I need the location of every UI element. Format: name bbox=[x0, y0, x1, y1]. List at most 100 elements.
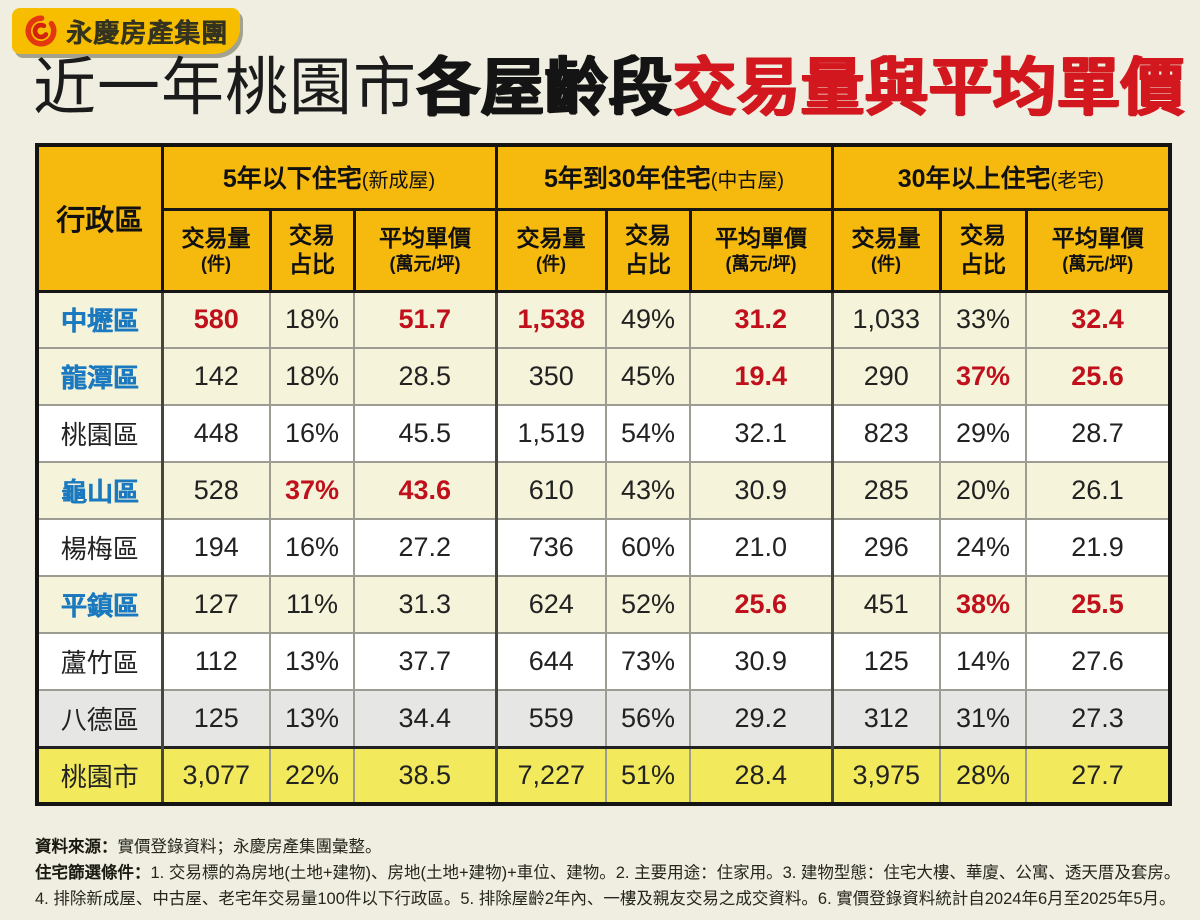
cell-value: 27.2 bbox=[352, 518, 498, 577]
district-name: 龜山區 bbox=[36, 461, 163, 520]
cell-value: 559 bbox=[494, 689, 608, 748]
header-group-over30: 30年以上住宅(老宅) bbox=[830, 143, 1172, 211]
cell-value: 1,538 bbox=[494, 290, 608, 349]
cell-value: 112 bbox=[160, 632, 271, 691]
header-volume: 交易量 (件) bbox=[494, 207, 608, 293]
cell-value: 60% bbox=[605, 518, 692, 577]
cell-value: 644 bbox=[494, 632, 608, 691]
table-row: 楊梅區 194 16% 27.2 736 60% 21.0 296 24% 21.9 bbox=[36, 518, 1172, 577]
cell-value: 45.5 bbox=[352, 404, 498, 463]
cell-value: 28.4 bbox=[689, 745, 834, 805]
cell-value: 194 bbox=[160, 518, 271, 577]
cell-value: 11% bbox=[269, 575, 355, 634]
title-part-plain: 近一年桃園市 bbox=[33, 53, 417, 123]
cell-value: 580 bbox=[160, 290, 271, 349]
cell-value: 38.5 bbox=[352, 745, 498, 805]
cell-value: 125 bbox=[160, 689, 271, 748]
cell-value: 30.9 bbox=[689, 632, 834, 691]
table-row: 龜山區 528 37% 43.6 610 43% 30.9 285 20% 26.1 bbox=[36, 461, 1172, 520]
group-label: 5年以下住宅 bbox=[222, 165, 362, 194]
cell-value: 3,077 bbox=[160, 745, 271, 805]
cell-value: 37.7 bbox=[352, 632, 498, 691]
cell-value: 3,975 bbox=[830, 745, 942, 805]
table-row: 龍潭區 142 18% 28.5 350 45% 19.4 290 37% 25.6 bbox=[36, 347, 1172, 406]
cell-value: 21.0 bbox=[689, 518, 834, 577]
footnote-criteria-2: 4. 排除新成屋、中古屋、老宅年交易量100件以下行政區。5. 排除屋齡2年內、… bbox=[35, 886, 1195, 912]
cell-value: 285 bbox=[830, 461, 942, 520]
header-group-5to30: 5年到30年住宅(中古屋) bbox=[494, 143, 834, 211]
brand-logo-tab: 永慶房產集團 bbox=[12, 8, 240, 54]
header-district: 行政區 bbox=[35, 143, 164, 293]
cell-value: 14% bbox=[939, 632, 1028, 691]
page-title: 近一年桃園市各屋齡段交易量與平均單價 bbox=[33, 53, 1185, 123]
cell-value: 27.6 bbox=[1025, 632, 1172, 691]
cell-value: 290 bbox=[830, 347, 942, 406]
transactions-table: 行政區 5年以下住宅(新成屋) 5年到30年住宅(中古屋) 30年以上住宅(老宅… bbox=[35, 143, 1173, 806]
cell-value: 20% bbox=[939, 461, 1028, 520]
cell-value: 350 bbox=[494, 347, 608, 406]
district-name: 龍潭區 bbox=[36, 347, 163, 406]
group-sublabel: (老宅) bbox=[1050, 170, 1104, 193]
cell-value: 37% bbox=[269, 461, 355, 520]
cell-value: 31% bbox=[939, 689, 1028, 748]
brand-name: 永慶房產集團 bbox=[66, 17, 229, 48]
district-name: 八德區 bbox=[36, 689, 163, 748]
cell-value: 54% bbox=[605, 404, 692, 463]
cell-value: 528 bbox=[160, 461, 271, 520]
table-body: 中壢區 580 18% 51.7 1,538 49% 31.2 1,033 33% 32.4 龍潭區… bbox=[36, 290, 1172, 805]
cell-value: 18% bbox=[269, 290, 355, 349]
cell-value: 29% bbox=[939, 404, 1028, 463]
cell-value: 18% bbox=[269, 347, 355, 406]
cell-value: 16% bbox=[269, 404, 355, 463]
group-sublabel: (中古屋) bbox=[710, 170, 785, 193]
cell-value: 51.7 bbox=[352, 290, 498, 349]
yungching-logo-icon bbox=[25, 15, 57, 47]
cell-value: 38% bbox=[939, 575, 1028, 634]
cell-value: 51% bbox=[605, 745, 692, 805]
footnote-source-text: 實價登錄資料；永慶房產集團彙整。 bbox=[117, 838, 382, 856]
cell-value: 1,033 bbox=[830, 290, 942, 349]
group-label: 5年到30年住宅 bbox=[544, 165, 711, 194]
cell-value: 451 bbox=[830, 575, 942, 634]
cell-value: 31.2 bbox=[689, 290, 834, 349]
cell-value: 823 bbox=[830, 404, 942, 463]
title-part-red: 交易量與平均單價 bbox=[673, 53, 1185, 123]
cell-value: 448 bbox=[160, 404, 271, 463]
header-share: 交易 占比 bbox=[938, 207, 1028, 293]
district-name: 平鎮區 bbox=[36, 575, 163, 634]
header-share: 交易 占比 bbox=[268, 207, 356, 293]
cell-value: 28% bbox=[939, 745, 1028, 805]
cell-value: 22% bbox=[269, 745, 355, 805]
cell-value: 142 bbox=[160, 347, 271, 406]
cell-value: 30.9 bbox=[689, 461, 834, 520]
cell-value: 296 bbox=[830, 518, 942, 577]
table-row: 平鎮區 127 11% 31.3 624 52% 25.6 451 38% 25.5 bbox=[36, 575, 1172, 634]
footnotes: 資料來源：實價登錄資料；永慶房產集團彙整。 住宅篩選條件：1. 交易標的為房地(… bbox=[35, 834, 1195, 912]
cell-value: 45% bbox=[605, 347, 692, 406]
table-row: 中壢區 580 18% 51.7 1,538 49% 31.2 1,033 33% 32.4 bbox=[36, 290, 1172, 349]
cell-value: 32.4 bbox=[1025, 290, 1172, 349]
cell-value: 28.5 bbox=[352, 347, 498, 406]
district-name: 桃園市 bbox=[36, 745, 163, 805]
header-price: 平均單價 (萬元/坪) bbox=[352, 207, 498, 293]
table-row: 蘆竹區 112 13% 37.7 644 73% 30.9 125 14% 27.6 bbox=[36, 632, 1172, 691]
header-volume: 交易量 (件) bbox=[830, 207, 942, 293]
cell-value: 125 bbox=[830, 632, 942, 691]
cell-value: 28.7 bbox=[1025, 404, 1172, 463]
cell-value: 56% bbox=[605, 689, 692, 748]
cell-value: 312 bbox=[830, 689, 942, 748]
table-row: 八德區 125 13% 34.4 559 56% 29.2 312 31% 27.3 bbox=[36, 689, 1172, 748]
cell-value: 13% bbox=[269, 632, 355, 691]
cell-value: 34.4 bbox=[352, 689, 498, 748]
header-share: 交易 占比 bbox=[604, 207, 692, 293]
cell-value: 624 bbox=[494, 575, 608, 634]
header-price: 平均單價 (萬元/坪) bbox=[688, 207, 834, 293]
cell-value: 43.6 bbox=[352, 461, 498, 520]
footnote-criteria-label: 住宅篩選條件： bbox=[35, 864, 151, 883]
cell-value: 37% bbox=[939, 347, 1028, 406]
group-sublabel: (新成屋) bbox=[361, 170, 436, 193]
cell-value: 25.6 bbox=[689, 575, 834, 634]
cell-value: 736 bbox=[494, 518, 608, 577]
table-header: 行政區 5年以下住宅(新成屋) 5年到30年住宅(中古屋) 30年以上住宅(老宅… bbox=[35, 143, 1172, 293]
footnote-criteria-text: 1. 交易標的為房地(土地+建物)、房地(土地+建物)+車位、建物。2. 主要用… bbox=[150, 864, 1181, 883]
